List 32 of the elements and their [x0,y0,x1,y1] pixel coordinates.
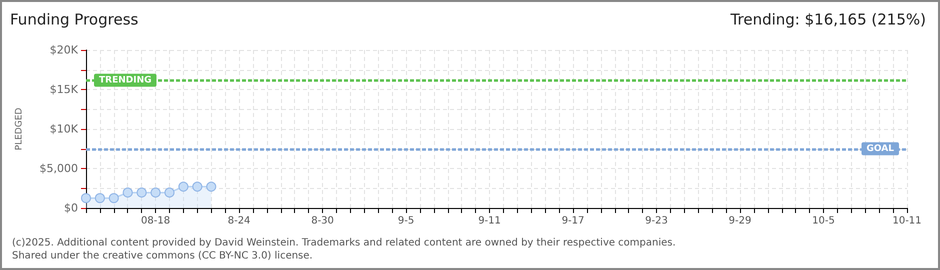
y-tick-label: $20K [50,44,79,56]
x-tick-label: 8-30 [311,216,334,226]
point [81,193,91,204]
x-tick-label: 10-5 [812,216,835,226]
y-tick-label: $15K [50,83,79,96]
x-tick-label: 9-29 [728,216,752,226]
y-axis-title: PLEDGED [14,108,24,150]
y-tick-label: $5,000 [40,162,78,175]
point [94,193,105,204]
point [206,182,216,192]
ref-line-label: TRENDING [99,75,152,86]
point [108,193,119,204]
x-tick-label: 08-18 [141,216,170,226]
point [192,182,202,192]
chart-title: Funding Progress [10,10,139,28]
text: (c)2025. Additional content provided by David Weinstein. Trademarks and related content are owned by their respective companies. [12,238,676,248]
x-tick-label: 9-11 [478,216,501,226]
x-tick-label: 9-5 [398,216,414,226]
chart-subtitle: Trending: $16,165 (215%) [730,10,926,28]
point [136,188,147,198]
y-tick-label: $10K [50,122,79,136]
x-tick-label: 10-11 [892,216,922,226]
text: Shared under the creative commons (CC BY-NC 3.0) license. [12,250,313,262]
point [178,182,188,192]
ref-line-label: GOAL [866,144,894,154]
y-tick-label: $0 [64,202,78,214]
point [150,188,161,198]
point [164,188,174,198]
x-tick-label: 8-24 [228,216,250,226]
point [122,188,133,198]
x-tick-label: 9-23 [645,216,668,226]
x-tick-label: 9-17 [562,216,584,226]
